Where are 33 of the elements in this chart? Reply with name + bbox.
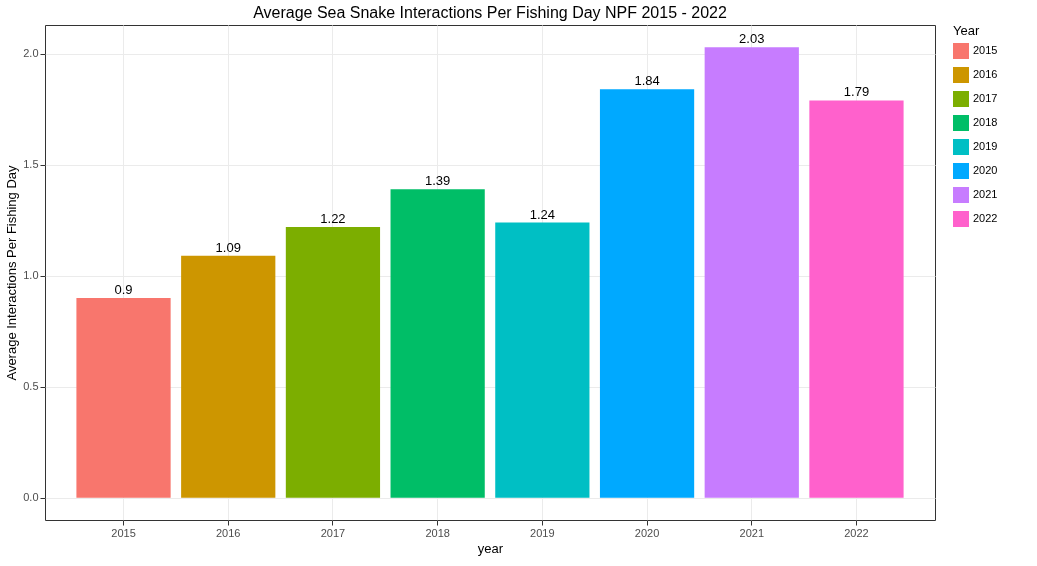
x-tick-label: 2016: [215, 526, 241, 539]
data-label: 1.24: [529, 206, 556, 222]
data-label: 1.22: [320, 211, 346, 226]
y-axis-title: Average Interactions Per Fishing Day: [4, 164, 20, 381]
y-tick-label: 0.0: [23, 491, 39, 504]
x-tick-label: 2018: [425, 526, 450, 539]
legend-label: 2018: [973, 116, 998, 128]
chart-title: Average Sea Snake Interactions Per Fishing Day NPF 2015 - 2022: [253, 4, 727, 21]
data-label: 1.79: [843, 84, 870, 100]
y-tick-label: 1.5: [23, 158, 39, 171]
y-tick-label: 2.0: [23, 47, 39, 60]
x-tick-label: 2015: [111, 526, 136, 539]
data-label: 1.84: [634, 73, 660, 89]
data-label: 0.9: [114, 282, 133, 298]
x-tick-label: 2022: [844, 526, 869, 539]
x-tick-label: 2017: [320, 526, 346, 539]
legend-label: 2019: [973, 140, 998, 152]
legend-label: 2020: [973, 164, 998, 176]
x-tick-label: 2019: [530, 526, 555, 539]
legend-label: 2022: [973, 212, 998, 224]
y-tick-label: 0.5: [23, 380, 39, 393]
x-tick-label: 2020: [634, 526, 660, 539]
x-axis-title: year: [477, 540, 504, 556]
legend-label: 2021: [973, 188, 998, 200]
legend-title: Year: [953, 23, 980, 38]
y-tick-label: 1.0: [23, 269, 39, 282]
x-tick-label: 2021: [739, 526, 765, 539]
data-label: 2.03: [739, 31, 765, 47]
legend-label: 2017: [973, 92, 998, 104]
legend-label: 2015: [973, 44, 998, 56]
data-label: 1.39: [424, 173, 451, 189]
legend-label: 2016: [973, 68, 998, 80]
data-label: 1.09: [215, 239, 241, 255]
